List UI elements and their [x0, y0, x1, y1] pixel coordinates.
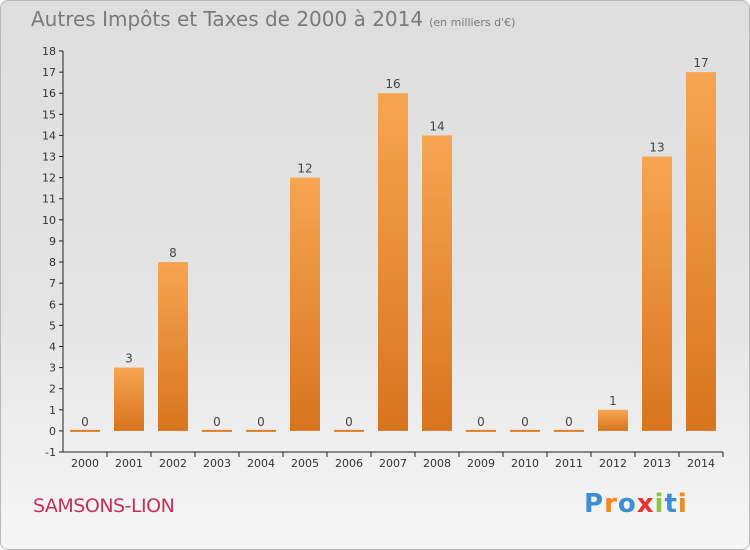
data-label-2000: 0	[81, 415, 89, 429]
y-tick-label: 11	[42, 193, 56, 206]
y-tick-label: 8	[49, 256, 56, 269]
x-tick-label: 2004	[247, 457, 275, 470]
y-tick-label: 7	[49, 277, 56, 290]
x-tick-label: 2005	[291, 457, 319, 470]
y-tick-label: 16	[42, 87, 56, 100]
bar-2007	[378, 93, 408, 431]
data-label-2003: 0	[213, 415, 221, 429]
title-text: Autres Impôts et Taxes de 2000 à 2014	[31, 7, 424, 31]
y-tick-label: 6	[49, 298, 56, 311]
x-tick-label: 2006	[335, 457, 363, 470]
data-label-2014: 17	[693, 56, 708, 70]
bars	[70, 72, 716, 432]
bar-2010	[510, 429, 540, 432]
logo-letter: P	[584, 489, 605, 519]
y-tick-label: 10	[42, 214, 56, 227]
y-tick-label: 1	[49, 404, 56, 417]
data-labels: 0 3 8 0 0 12 0 16 14 0 0 0 1 13 17	[81, 56, 708, 429]
bar-2000	[70, 429, 100, 432]
bar-2008	[422, 135, 452, 431]
x-tick-label: 2009	[467, 457, 495, 470]
bar-2014	[686, 72, 716, 431]
logo-letter: t	[664, 489, 678, 519]
y-tick-label: 2	[49, 383, 56, 396]
bar-2011	[554, 429, 584, 432]
bar-2005	[290, 177, 320, 431]
bar-2013	[642, 156, 672, 431]
y-tick-label: 15	[42, 108, 56, 121]
logo-letter: x	[636, 489, 655, 519]
data-label-2012: 1	[609, 394, 617, 408]
bar-2001	[114, 367, 144, 431]
logo-letter: i	[654, 489, 665, 519]
x-tick-label: 2007	[379, 457, 407, 470]
bar-2009	[466, 429, 496, 432]
y-tick-label: -1	[45, 446, 56, 459]
data-label-2004: 0	[257, 415, 265, 429]
x-tick-label: 2013	[643, 457, 671, 470]
logo-letter: o	[617, 489, 637, 519]
y-tick-label: 12	[42, 172, 56, 185]
x-tick-label: 2012	[599, 457, 627, 470]
y-tick-label: 13	[42, 151, 56, 164]
y-tick-label: 3	[49, 362, 56, 375]
data-label-2009: 0	[477, 415, 485, 429]
data-label-2011: 0	[565, 415, 573, 429]
y-tick-label: 17	[42, 66, 56, 79]
commune-name: SAMSONS-LION	[33, 495, 175, 517]
bar-2002	[158, 262, 188, 431]
x-tick-label: 2010	[511, 457, 539, 470]
data-label-2008: 14	[429, 119, 444, 133]
data-label-2006: 0	[345, 415, 353, 429]
data-label-2013: 13	[649, 141, 664, 155]
chart-title: Autres Impôts et Taxes de 2000 à 2014 (en…	[31, 7, 515, 31]
x-tick-label: 2000	[71, 457, 99, 470]
data-label-2007: 16	[385, 77, 400, 91]
y-tick-label: 5	[49, 319, 56, 332]
title-unit: (en milliers d'€)	[429, 16, 516, 29]
x-tick-label: 2014	[687, 457, 715, 470]
data-label-2001: 3	[125, 352, 133, 366]
y-tick-label: 9	[49, 235, 56, 248]
data-label-2010: 0	[521, 415, 529, 429]
y-tick-label: 0	[49, 425, 56, 438]
data-label-2002: 8	[169, 246, 177, 260]
bar-2004	[246, 429, 276, 432]
y-tick-label: 18	[42, 45, 56, 58]
x-tick-label: 2003	[203, 457, 231, 470]
bar-2006	[334, 429, 364, 432]
bar-2012	[598, 409, 628, 431]
x-tick-label: 2002	[159, 457, 187, 470]
y-tick-label: 4	[49, 340, 56, 353]
logo-letter: r	[604, 489, 618, 519]
bar-2003	[202, 429, 232, 432]
y-tick-label: 14	[42, 129, 56, 142]
data-label-2005: 12	[297, 162, 312, 176]
logo-letter: i	[677, 489, 688, 519]
x-tick-label: 2008	[423, 457, 451, 470]
proxiti-logo: Proxiti	[584, 489, 688, 519]
x-tick-label: 2011	[555, 457, 583, 470]
x-tick-label: 2001	[115, 457, 143, 470]
